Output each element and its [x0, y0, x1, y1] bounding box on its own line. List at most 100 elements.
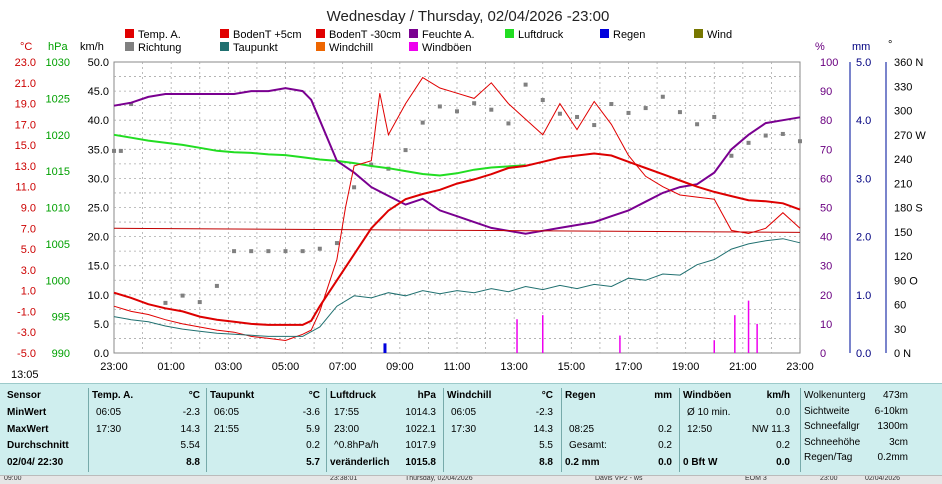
stat-row: 23:00 1022.1 — [330, 422, 436, 439]
column-separator — [679, 388, 680, 472]
stat-value: 0.2 — [306, 440, 320, 452]
direction-point — [575, 114, 580, 119]
column-separator — [561, 388, 562, 472]
direction-point — [763, 133, 768, 138]
direction-point — [249, 249, 254, 254]
legend-label: Taupunkt — [233, 42, 278, 54]
stat-time: 08:25 — [569, 423, 595, 435]
tick-temp: 21.0 — [15, 78, 36, 90]
stat-row-label: MinWert — [7, 406, 47, 418]
direction-point — [540, 97, 545, 102]
direction-point — [506, 121, 511, 126]
chart-title: Wednesday / Thursday, 02/04/2026 -23:00 — [327, 8, 610, 25]
direction-point — [746, 140, 751, 145]
legend-swatch — [125, 29, 134, 38]
stat-row: 17:55 1014.3 — [330, 405, 436, 422]
stat-time — [92, 438, 96, 455]
stat-row: 08:25 0.2 — [565, 422, 672, 439]
stat-value: 5.9 — [306, 423, 320, 435]
direction-point — [118, 148, 123, 153]
stat-row: 5.7 — [210, 455, 320, 472]
tick-temp: 11.0 — [15, 182, 36, 194]
tick-x: 17:00 — [615, 361, 643, 373]
tick-deg: 30 — [894, 324, 906, 336]
tick-x: 05:00 — [272, 361, 300, 373]
stats-col-extra: Wolkenunterg 473m Sichtweite 6-10km Schneefa… — [804, 388, 908, 472]
tick-kmh: 15.0 — [88, 261, 109, 273]
tick-hpa: 1020 — [46, 130, 70, 142]
status-text: 23:00 — [820, 475, 838, 482]
tick-temp: 1.0 — [21, 286, 36, 298]
tick-kmh: 40.0 — [88, 115, 109, 127]
stat-header-unit: mm — [654, 390, 672, 401]
extra-value: 0.2mm — [877, 452, 908, 464]
tick-pct: 10 — [820, 319, 832, 331]
stat-value: 0.0 — [776, 406, 790, 418]
direction-point — [283, 249, 288, 254]
tick-x: 23:00 — [786, 361, 814, 373]
tick-kmh: 30.0 — [88, 173, 109, 185]
stat-value: NW 11.3 — [751, 423, 790, 435]
stat-header-label: Windböen — [683, 390, 732, 401]
stat-row: 8.8 — [92, 455, 200, 472]
tick-hpa: 990 — [52, 348, 70, 360]
tick-pct: 40 — [820, 232, 832, 244]
legend-swatch — [409, 42, 418, 51]
tick-x: 07:00 — [329, 361, 357, 373]
extra-label: Schneefallgr — [804, 421, 860, 433]
status-text: EOM 3 — [745, 475, 767, 482]
legend-label: Feuchte A. — [422, 29, 475, 41]
status-bar: 09:00 23:38:01 Thursday, 02/04/2026 Davis V… — [0, 475, 942, 484]
legend-swatch — [409, 29, 418, 38]
tick-temp: 5.0 — [21, 244, 36, 256]
series — [112, 76, 802, 353]
direction-point — [369, 162, 374, 167]
stat-header: Sensor — [7, 390, 41, 401]
stat-value: 8.8 — [539, 457, 553, 469]
tick-temp: 7.0 — [21, 223, 36, 235]
tick-temp: -3.0 — [17, 327, 36, 339]
stat-header-unit: °C — [308, 390, 320, 401]
stat-value: 5.7 — [306, 457, 320, 469]
extra-label: Wolkenunterg — [804, 390, 866, 401]
stats-col-windchill: Windchill °C 06:05 -2.3 17:30 14.3 5.5 8.8 — [447, 388, 553, 472]
extra-value: 1300m — [877, 421, 908, 433]
stat-row: 06:05 -2.3 — [92, 405, 200, 422]
direction-point — [489, 107, 494, 112]
tick-deg: 210 — [894, 178, 912, 190]
tick-x: 15:00 — [558, 361, 586, 373]
direction-point — [660, 94, 665, 99]
stat-value: 0.2 — [658, 423, 672, 435]
stat-header: Taupunkt °C — [210, 388, 320, 405]
stat-row: 5.54 — [92, 438, 200, 455]
rain-bar — [383, 343, 387, 353]
stat-header: Windböen km/h — [683, 388, 790, 405]
stat-value: -2.3 — [535, 406, 553, 418]
direction-point — [609, 102, 614, 107]
stats-col-taupunkt: Taupunkt °C 06:05 -3.6 21:55 5.9 0.2 5.7 — [210, 388, 320, 472]
stat-time — [565, 405, 569, 422]
stat-value: 1015.8 — [405, 457, 436, 469]
tick-kmh: 45.0 — [88, 86, 109, 98]
stat-time — [683, 438, 687, 455]
tick-x: 09:00 — [386, 361, 414, 373]
legend-label: Windchill — [329, 42, 373, 54]
direction-point — [677, 110, 682, 115]
tick-pct: 50 — [820, 203, 832, 215]
stat-value: 1022.1 — [405, 423, 436, 435]
direction-point — [266, 249, 271, 254]
tick-deg: 180 S — [894, 203, 923, 215]
tick-deg: 150 — [894, 227, 912, 239]
extra-label: Regen/Tag — [804, 452, 853, 464]
direction-point — [643, 106, 648, 111]
stat-header-unit: °C — [541, 390, 553, 401]
legend-swatch — [316, 29, 325, 38]
stat-time: 23:00 — [334, 423, 360, 435]
stat-header-unit: hPa — [417, 390, 436, 401]
direction-point — [334, 241, 339, 246]
tick-hpa: 1010 — [46, 203, 70, 215]
tick-pct: 90 — [820, 86, 832, 98]
stat-time: 17:55 — [334, 406, 360, 418]
tick-deg: 60 — [894, 300, 906, 312]
tick-hpa: 1000 — [46, 275, 70, 287]
